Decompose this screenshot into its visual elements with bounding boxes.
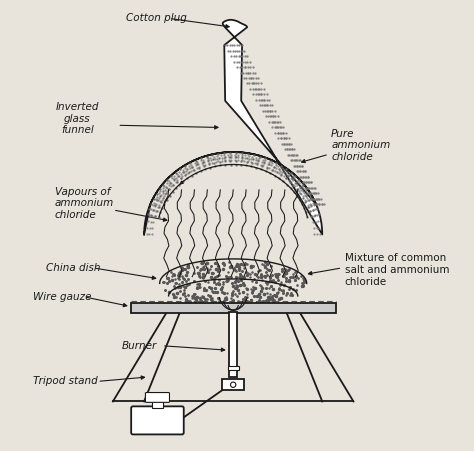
Text: Cotton plug: Cotton plug [126, 14, 187, 23]
Text: Wire gauze: Wire gauze [33, 292, 91, 302]
FancyBboxPatch shape [146, 392, 170, 402]
Bar [131, 303, 336, 313]
Polygon shape [144, 20, 322, 235]
Bar [152, 401, 163, 408]
Text: Vapours of
ammonium
chloride: Vapours of ammonium chloride [55, 187, 114, 220]
FancyBboxPatch shape [131, 406, 184, 434]
Bar [222, 379, 244, 390]
Circle shape [230, 382, 236, 387]
Text: Inverted
glass
funnel: Inverted glass funnel [55, 102, 99, 135]
Text: China dish: China dish [46, 263, 100, 273]
Bar [228, 366, 238, 370]
Text: Tripod stand: Tripod stand [33, 377, 98, 387]
Text: Pure
ammonium
chloride: Pure ammonium chloride [331, 129, 391, 162]
Bar [229, 313, 237, 377]
Text: Mixture of common
salt and ammonium
chloride: Mixture of common salt and ammonium chlo… [345, 253, 449, 287]
Text: Burner: Burner [122, 341, 157, 351]
